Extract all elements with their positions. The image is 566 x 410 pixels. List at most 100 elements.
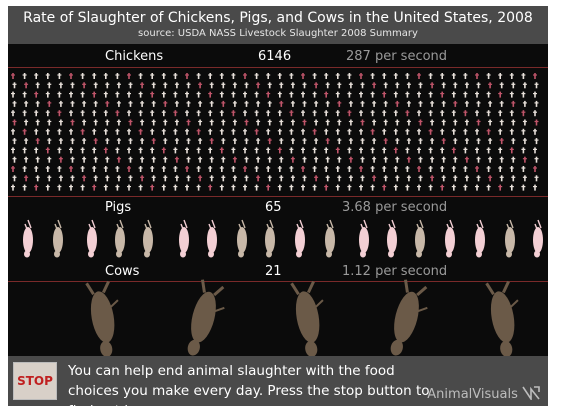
chicken-icon (58, 119, 63, 126)
chicken-icon (347, 147, 352, 154)
chicken-icon (289, 128, 294, 135)
chicken-icon (325, 138, 330, 145)
chicken-icon (428, 166, 433, 172)
chicken-icon (312, 147, 317, 154)
chicken-icon (47, 138, 52, 145)
pig-icon (295, 219, 305, 258)
chicken-icon (406, 119, 411, 126)
chicken-icon (312, 73, 317, 79)
chicken-icon (115, 147, 120, 154)
chicken-icon (267, 175, 272, 182)
chicken-icon (173, 91, 178, 98)
chicken-icon (256, 82, 261, 89)
chicken-icon (127, 128, 131, 135)
chicken-icon (440, 184, 445, 191)
chicken-icon (115, 73, 120, 79)
chicken-icon (93, 119, 98, 126)
chicken-icon (186, 156, 191, 163)
chicken-icon (267, 156, 272, 163)
chicken-icon (174, 156, 179, 163)
pig-icon (87, 219, 97, 258)
chicken-icon (464, 100, 469, 107)
chicken-icon (277, 147, 282, 154)
chicken-icon (499, 100, 504, 107)
chicken-icon (509, 128, 514, 135)
chickens-rate: 287 per second (346, 49, 448, 64)
chicken-icon (11, 91, 15, 98)
chicken-icon (127, 91, 131, 98)
chicken-icon (92, 166, 97, 172)
chicken-icon (150, 128, 155, 135)
chicken-icon (173, 147, 178, 154)
chicken-icon (372, 175, 377, 182)
chicken-icon (314, 100, 319, 107)
chicken-icon (151, 156, 156, 163)
chicken-icon (335, 91, 340, 98)
chicken-icon (24, 119, 29, 126)
chicken-icon (173, 184, 178, 191)
chicken-icon (163, 138, 168, 145)
chicken-icon (22, 147, 27, 154)
chicken-icon (161, 166, 166, 172)
chicken-icon (140, 138, 145, 145)
chicken-icon (92, 73, 97, 79)
chicken-icon (24, 100, 29, 107)
chicken-icon (70, 119, 75, 126)
chicken-icon (476, 156, 481, 163)
chicken-icon (464, 156, 469, 163)
chicken-icon (256, 156, 261, 163)
chicken-icon (337, 100, 342, 107)
chicken-icon (417, 184, 421, 191)
chicken-icon (57, 166, 62, 172)
chicken-icon (266, 184, 271, 191)
chicken-icon (47, 175, 52, 182)
pig-icon (143, 219, 153, 258)
chicken-icon (93, 175, 98, 182)
chicken-icon (185, 147, 189, 154)
chicken-icon (219, 184, 224, 191)
chicken-icon (174, 119, 179, 126)
chicken-icon (173, 73, 178, 79)
chicken-icon (430, 119, 435, 126)
chicken-icon (533, 110, 537, 117)
chicken-icon (45, 110, 50, 117)
chicken-icon (302, 119, 307, 126)
chicken-icon (11, 166, 15, 172)
chicken-icon (324, 128, 329, 135)
chicken-icon (279, 100, 284, 107)
pig-icon (265, 219, 275, 258)
chicken-icon (289, 147, 294, 154)
chicken-icon (138, 110, 143, 117)
chicken-icon (335, 166, 340, 172)
chicken-icon (509, 147, 514, 154)
chicken-icon (463, 91, 468, 98)
chicken-icon (209, 138, 214, 145)
chicken-icon (174, 100, 179, 107)
chicken-icon (57, 73, 62, 79)
chicken-icon (359, 110, 363, 117)
chicken-icon (93, 100, 98, 107)
chicken-icon (221, 138, 226, 145)
chicken-icon (279, 175, 284, 182)
chicken-icon (290, 82, 295, 89)
chicken-icon (163, 156, 168, 163)
chicken-icon (301, 147, 305, 154)
chicken-icon (498, 73, 503, 79)
chicken-icon (521, 128, 526, 135)
chicken-icon (244, 82, 249, 89)
chicken-icon (511, 82, 516, 89)
chicken-icon (69, 166, 73, 172)
chicken-icon (383, 156, 388, 163)
chicken-icon (105, 100, 110, 107)
chicken-icon (196, 110, 201, 117)
brand-logo[interactable]: AnimalVisuals (427, 386, 540, 402)
chicken-icon (161, 128, 166, 135)
chicken-icon (232, 100, 237, 107)
chicken-icon (185, 91, 189, 98)
chicken-icon (325, 82, 330, 89)
stop-button[interactable]: STOP (13, 362, 57, 400)
chicken-icon (325, 156, 330, 163)
chicken-icon (103, 184, 108, 191)
chicken-icon (92, 184, 97, 191)
chicken-icon (209, 82, 214, 89)
